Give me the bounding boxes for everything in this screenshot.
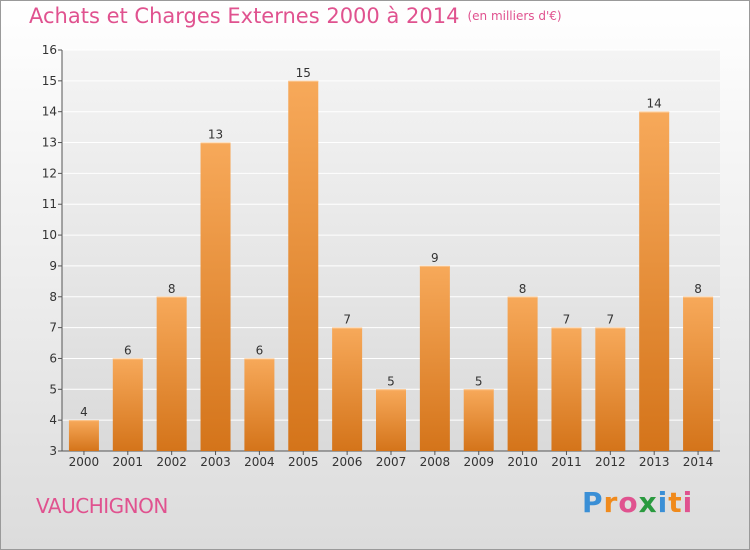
bar-value-label: 5: [387, 374, 395, 388]
bar-value-label: 5: [475, 374, 483, 388]
y-tick-label: 10: [42, 228, 57, 242]
bar-value-label: 4: [80, 405, 88, 419]
y-tick-label: 16: [42, 43, 57, 57]
x-tick-label: 2000: [69, 455, 100, 469]
y-tick-label: 6: [49, 351, 57, 365]
bar: [507, 296, 538, 451]
bar: [200, 142, 231, 452]
x-tick-label: 2007: [376, 455, 407, 469]
y-tick-label: 12: [42, 166, 57, 180]
bar: [463, 389, 494, 451]
bar: [156, 296, 187, 451]
bar-value-label: 14: [647, 97, 662, 111]
bar-value-label: 9: [431, 251, 439, 265]
y-tick-label: 9: [49, 259, 57, 273]
logo-letter: P: [582, 486, 604, 519]
x-tick-label: 2001: [113, 455, 144, 469]
proxiti-logo: Proxiti: [582, 486, 693, 519]
bar: [68, 420, 99, 451]
bar-value-label: 7: [343, 313, 351, 327]
bar: [112, 358, 143, 451]
x-tick-label: 2008: [420, 455, 451, 469]
logo-letter: i: [657, 486, 669, 519]
x-tick-label: 2003: [200, 455, 231, 469]
logo-letter: r: [603, 486, 619, 519]
bar-value-label: 13: [208, 128, 223, 142]
bar: [639, 111, 670, 451]
bar-value-label: 8: [694, 282, 702, 296]
bar: [683, 296, 714, 451]
x-tick-label: 2013: [639, 455, 670, 469]
x-tick-label: 2014: [683, 455, 714, 469]
bar: [376, 389, 406, 451]
y-tick-label: 4: [49, 413, 57, 427]
chart-title: Achats et Charges Externes 2000 à 2014 (e…: [29, 4, 562, 28]
y-tick-label: 8: [49, 290, 57, 304]
y-tick-label: 13: [42, 136, 57, 150]
x-tick-label: 2012: [595, 455, 626, 469]
x-tick-label: 2002: [156, 455, 187, 469]
bar-value-label: 7: [563, 313, 571, 327]
x-tick-label: 2010: [507, 455, 538, 469]
title-unit: (en milliers d'€): [467, 9, 562, 23]
bar-value-label: 8: [168, 282, 176, 296]
logo-letter: x: [638, 486, 658, 519]
bar-value-label: 6: [256, 343, 264, 357]
y-tick-label: 5: [49, 382, 57, 396]
bar: [419, 265, 450, 451]
bar-value-label: 15: [296, 66, 311, 80]
bar: [551, 327, 582, 451]
title-text: Achats et Charges Externes 2000 à 2014: [29, 4, 460, 28]
place-name: VAUCHIGNON: [36, 494, 168, 518]
bar: [332, 327, 363, 451]
x-tick-label: 2006: [332, 455, 363, 469]
y-tick-label: 14: [42, 105, 57, 119]
y-tick-label: 3: [49, 444, 57, 458]
x-tick-label: 2011: [551, 455, 582, 469]
bar-value-label: 6: [124, 343, 132, 357]
bar: [288, 80, 319, 451]
bar: [244, 358, 275, 451]
bar-value-label: 7: [607, 313, 615, 327]
x-tick-label: 2004: [244, 455, 275, 469]
logo-letter: t: [668, 486, 683, 519]
logo-letter: o: [618, 486, 639, 519]
y-tick-label: 11: [42, 197, 57, 211]
y-tick-label: 7: [49, 321, 57, 335]
x-tick-label: 2009: [463, 455, 494, 469]
bar: [595, 327, 626, 451]
x-tick-label: 2005: [288, 455, 319, 469]
logo-letter: i: [682, 486, 694, 519]
bar-value-label: 8: [519, 282, 527, 296]
y-tick-label: 15: [42, 74, 57, 88]
